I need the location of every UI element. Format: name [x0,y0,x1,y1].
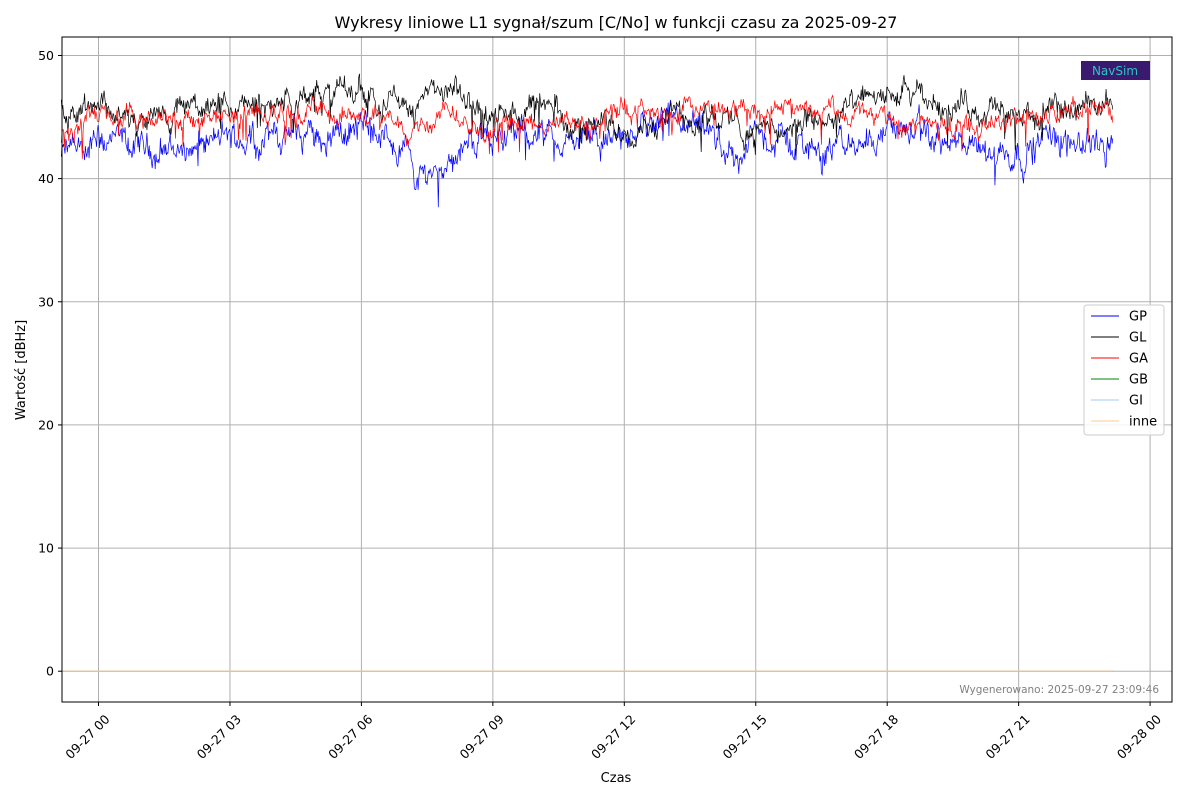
logo-text: NavSim [1092,64,1138,78]
legend-label-gi: GI [1129,394,1143,409]
x-tick-label: 09-27 09 [457,711,507,761]
x-axis: 09-27 00 09-27 03 09-27 06 09-27 09 09-27 12… [62,702,1164,762]
legend-label-gl: GL [1129,331,1147,346]
legend: GP GL GA GB GI inne [1083,304,1165,436]
x-tick-label: 09-27 18 [851,711,901,761]
x-axis-label: Czas [601,771,632,786]
x-tick-label: 09-28 00 [1114,711,1164,761]
generated-footer: Wygenerowano: 2025-09-27 23:09:46 [959,684,1159,696]
y-tick-label: 40 [38,171,54,186]
series-line-gp [60,99,1114,208]
x-tick-label: 09-27 21 [982,711,1032,761]
y-tick-label: 20 [38,417,54,432]
legend-label-gb: GB [1129,373,1148,388]
plot-area [61,36,1173,703]
series-line-gl [60,73,1114,156]
y-tick-label: 0 [46,664,54,679]
x-tick-label: 09-27 15 [719,711,769,761]
x-tick-label: 09-27 06 [325,711,375,761]
y-tick-label: 50 [38,48,54,63]
series-layer [60,73,1114,672]
x-tick-label: 09-27 00 [62,711,112,761]
series-line-ga [60,94,1114,159]
y-tick-label: 30 [38,294,54,309]
legend-label-inne: inne [1129,415,1157,430]
chart-title: Wykresy liniowe L1 sygnał/szum [C/No] w … [335,13,898,32]
legend-label-gp: GP [1129,310,1147,325]
y-axis-label: Wartość [dBHz] [14,320,29,420]
logo: NavSim [1081,61,1150,80]
legend-label-ga: GA [1129,352,1148,367]
y-axis: 0 10 20 30 40 50 [38,48,62,679]
x-tick-label: 09-27 12 [588,711,638,761]
y-tick-label: 10 [38,541,54,556]
x-tick-label: 09-27 03 [194,711,244,761]
